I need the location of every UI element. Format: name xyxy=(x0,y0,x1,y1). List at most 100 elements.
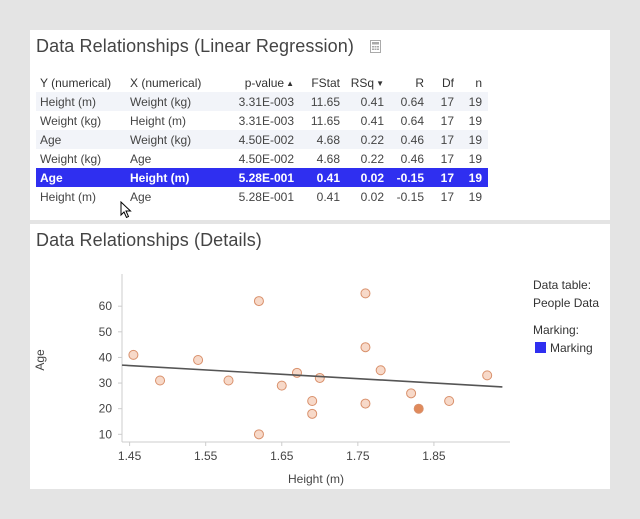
cell-rsq: 0.02 xyxy=(360,189,384,204)
data-point[interactable] xyxy=(444,396,455,406)
cell-p-value: 5.28E-001 xyxy=(238,189,294,204)
scatter-chart[interactable]: 10 20 30 40 50 60 1.45 1.55 1.65 1.75 1.85 Height (… xyxy=(30,264,530,489)
column-header-n[interactable]: n xyxy=(475,76,482,90)
cell-p-value: 4.50E-002 xyxy=(238,151,294,166)
legend-data-table-label: Data table: xyxy=(533,278,592,292)
cell-y: Age xyxy=(36,168,126,187)
x-axis-label: Height (m) xyxy=(288,472,344,486)
y-axis-label: Age xyxy=(33,349,47,371)
cell-x: Age xyxy=(130,151,152,166)
y-tick-label: 50 xyxy=(99,325,113,339)
column-header-r[interactable]: R xyxy=(415,76,424,90)
cell-p-value: 5.28E-001 xyxy=(228,168,300,187)
sort-ascending-icon: ▲ xyxy=(286,79,294,88)
x-tick-label: 1.75 xyxy=(346,449,370,463)
marking-swatch xyxy=(535,342,546,353)
cell-x: Height (m) xyxy=(126,168,228,187)
y-tick-label: 40 xyxy=(99,350,113,364)
cell-df: 17 xyxy=(440,113,454,128)
chart-legend: Data table: People Data Marking: Marking xyxy=(533,276,599,357)
cell-y: Weight (kg) xyxy=(40,151,102,166)
cell-n: 19 xyxy=(460,168,488,187)
table-row[interactable]: Age Weight (kg) 4.50E-002 4.68 0.22 0.46 17 19 xyxy=(36,130,488,149)
data-point[interactable] xyxy=(360,398,371,409)
data-point[interactable] xyxy=(223,375,234,386)
cell-df: 17 xyxy=(430,92,460,111)
cell-y: Height (m) xyxy=(36,92,126,111)
cell-p-value: 3.31E-003 xyxy=(228,92,300,111)
cell-fstat: 4.68 xyxy=(316,151,340,166)
data-point[interactable] xyxy=(128,349,139,360)
x-tick-label: 1.85 xyxy=(422,449,446,463)
data-point[interactable] xyxy=(360,342,371,353)
legend-marking-value: Marking xyxy=(550,341,593,355)
cell-rsq: 0.02 xyxy=(346,168,390,187)
cell-r: 0.64 xyxy=(400,113,424,128)
legend-data-table-value: People Data xyxy=(533,296,600,310)
legend-marking-label: Marking: xyxy=(533,323,580,337)
table-row[interactable]: Height (m) Weight (kg) 3.31E-003 11.65 0.41 0… xyxy=(36,92,488,111)
table-row[interactable]: Weight (kg) Height (m) 3.31E-003 11.65 0.41 0… xyxy=(36,111,488,130)
data-point[interactable] xyxy=(406,388,417,399)
cell-rsq: 0.41 xyxy=(360,113,384,128)
cell-x: Age xyxy=(130,189,152,204)
table-header-row: Y (numerical) X (numerical) p-value ▲ FSt… xyxy=(36,74,488,92)
cell-n: 19 xyxy=(468,113,482,128)
cell-r: 0.46 xyxy=(390,130,430,149)
cell-p-value: 3.31E-003 xyxy=(238,113,294,128)
cell-x: Weight (kg) xyxy=(126,130,228,149)
y-tick-label: 10 xyxy=(99,427,113,441)
cell-n: 19 xyxy=(460,130,488,149)
data-point[interactable] xyxy=(314,372,325,383)
mouse-pointer-icon xyxy=(120,201,132,219)
data-point[interactable] xyxy=(360,288,371,299)
column-header-x[interactable]: X (numerical) xyxy=(130,76,202,90)
y-tick-label: 20 xyxy=(99,402,113,416)
table-row[interactable]: Age Height (m) 5.28E-001 0.41 0.02 -0.15 17 19 xyxy=(36,168,488,187)
data-point[interactable] xyxy=(193,355,204,365)
marked-data-point[interactable] xyxy=(413,403,424,414)
cell-p-value: 4.50E-002 xyxy=(228,130,300,149)
data-point[interactable] xyxy=(276,380,287,391)
cell-rsq: 0.41 xyxy=(346,92,390,111)
details-panel: Data Relationships (Details) 10 20 30 40 50 6… xyxy=(30,224,610,489)
data-point[interactable] xyxy=(253,296,264,307)
cell-y: Weight (kg) xyxy=(40,113,102,128)
cell-fstat: 11.65 xyxy=(310,113,340,128)
cell-x: Height (m) xyxy=(130,113,187,128)
column-header-rsq[interactable]: RSq ▼ xyxy=(346,74,390,92)
data-point[interactable] xyxy=(307,408,318,419)
legend-marking-item[interactable]: Marking xyxy=(533,339,599,357)
cell-rsq: 0.22 xyxy=(360,151,384,166)
cell-r: -0.15 xyxy=(396,189,424,204)
cell-n: 19 xyxy=(460,92,488,111)
column-header-fstat[interactable]: FStat xyxy=(311,76,340,90)
column-header-y[interactable]: Y (numerical) xyxy=(40,76,112,90)
column-header-df[interactable]: Df xyxy=(442,76,454,90)
data-point[interactable] xyxy=(375,365,386,376)
data-point[interactable] xyxy=(307,396,318,406)
y-tick-label: 60 xyxy=(99,299,113,313)
column-header-p-value[interactable]: p-value ▲ xyxy=(228,74,300,92)
cell-fstat: 4.68 xyxy=(300,130,346,149)
sort-descending-icon: ▼ xyxy=(376,79,384,88)
cell-fstat: 0.41 xyxy=(316,189,340,204)
cell-r: 0.46 xyxy=(400,151,424,166)
details-panel-title: Data Relationships (Details) xyxy=(36,230,262,250)
y-tick-label: 30 xyxy=(99,376,113,390)
cell-fstat: 0.41 xyxy=(300,168,346,187)
cell-rsq: 0.22 xyxy=(346,130,390,149)
calculator-icon[interactable] xyxy=(370,40,381,53)
cell-r: -0.15 xyxy=(390,168,430,187)
cell-df: 17 xyxy=(430,168,460,187)
data-point[interactable] xyxy=(155,375,166,386)
table-row[interactable]: Weight (kg) Age 4.50E-002 4.68 0.22 0.46 17 19 xyxy=(36,149,488,168)
cell-df: 17 xyxy=(430,130,460,149)
regression-panel: Data Relationships (Linear Regression) Y… xyxy=(30,30,610,220)
data-point[interactable] xyxy=(253,429,264,440)
data-point[interactable] xyxy=(482,370,493,381)
cell-y: Age xyxy=(36,130,126,149)
cell-r: 0.64 xyxy=(390,92,430,111)
table-row[interactable]: Height (m) Age 5.28E-001 0.41 0.02 -0.15 17 19 xyxy=(36,187,488,206)
cell-n: 19 xyxy=(468,189,482,204)
